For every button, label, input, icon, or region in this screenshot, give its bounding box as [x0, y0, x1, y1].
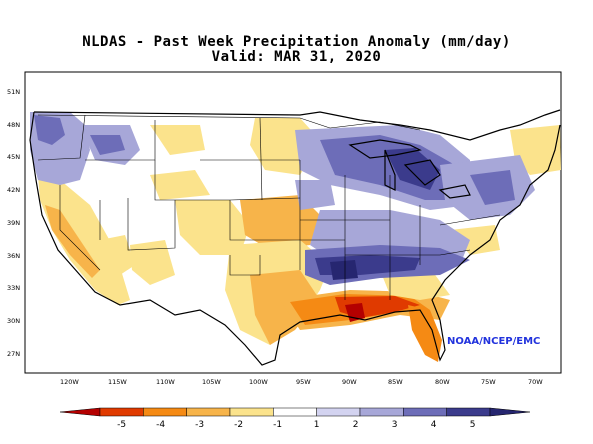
dry-area-wyoming	[150, 170, 210, 200]
lon-label: 105W	[202, 378, 221, 386]
longitude-labels: 120W 115W 110W 105W 100W 95W 90W 85W 80W…	[60, 378, 543, 386]
lon-label: 110W	[156, 378, 175, 386]
lon-label: 70W	[528, 378, 543, 386]
wet-area-iowa	[295, 180, 335, 210]
lon-label: 95W	[296, 378, 311, 386]
colorbar-arrow-left	[59, 407, 101, 417]
lon-label: 85W	[388, 378, 403, 386]
dry-area-montana	[150, 125, 205, 155]
lat-label: 42N	[7, 186, 20, 194]
credit-label: NOAA/NCEP/EMC	[447, 336, 540, 347]
dry-area-colorado	[175, 200, 250, 255]
colorbar-tick-label: 2	[353, 420, 359, 430]
colorbar-segment	[99, 407, 144, 417]
lon-label: 115W	[108, 378, 127, 386]
colorbar-tick-label: 3	[392, 420, 398, 430]
lon-label: 90W	[342, 378, 357, 386]
colorbar-segment	[403, 407, 447, 417]
wet-area-michigan	[385, 148, 440, 190]
coastlines	[29, 109, 561, 366]
colorbar-legend: -5 -4 -3 -2 -1 1 2 3 4 5	[59, 407, 531, 430]
colorbar-tick-label: -5	[117, 420, 126, 430]
map-title: NLDAS - Past Week Precipitation Anomaly …	[82, 34, 511, 50]
colorbar-segment	[143, 407, 187, 417]
colorbar-segment	[359, 407, 404, 417]
colorbar-tick-label: -2	[234, 420, 243, 430]
lat-label: 39N	[7, 219, 20, 227]
lat-label: 33N	[7, 284, 20, 292]
lat-label: 45N	[7, 153, 20, 161]
latitude-labels: 51N 48N 45N 42N 39N 36N 33N 30N 27N	[7, 88, 20, 358]
wet-area-pacific-northwest-core	[34, 115, 65, 145]
colorbar-segment	[316, 407, 361, 417]
dry-area-florida	[408, 305, 442, 362]
dry-area-mid-atlantic	[450, 225, 500, 255]
colorbar-tick-label: 4	[431, 420, 437, 430]
dry-area-california	[38, 175, 130, 305]
lat-label: 27N	[7, 350, 20, 358]
colorbar-tick-label: -4	[156, 420, 165, 430]
dry-area-arizona	[130, 240, 175, 285]
colorbar-segment	[186, 407, 231, 417]
colorbar-tick-label: 5	[470, 420, 476, 430]
colorbar-tick-label: 1	[314, 420, 320, 430]
colorbar-segment	[273, 407, 317, 417]
colorbar-tick-label: -3	[195, 420, 204, 430]
lon-label: 100W	[249, 378, 268, 386]
lon-label: 75W	[481, 378, 496, 386]
colorbar-segment	[229, 407, 274, 417]
colorbar-tick-label: -1	[273, 420, 282, 430]
colorbar-arrow-right	[489, 407, 531, 417]
lat-label: 30N	[7, 317, 20, 325]
dry-area-california-core	[45, 205, 100, 278]
wet-area-arkansas	[330, 260, 358, 280]
lat-label: 51N	[7, 88, 20, 96]
lon-label: 80W	[435, 378, 450, 386]
map-subtitle: Valid: MAR 31, 2020	[211, 49, 382, 65]
lat-label: 36N	[7, 252, 20, 260]
lat-label: 48N	[7, 121, 20, 129]
dry-area-nevada	[100, 235, 135, 275]
wet-area-ny	[470, 170, 515, 205]
colorbar-segment	[446, 407, 491, 417]
wet-area-idaho-core	[90, 135, 125, 155]
lon-label: 120W	[60, 378, 79, 386]
